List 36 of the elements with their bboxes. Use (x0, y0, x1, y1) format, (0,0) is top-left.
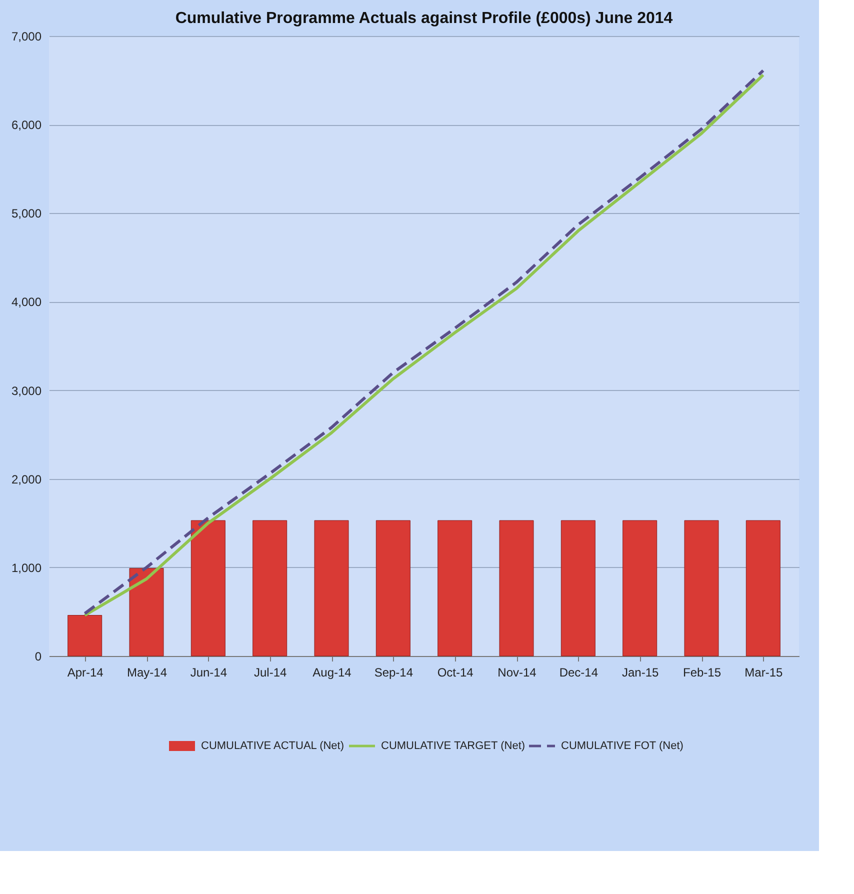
x-tick-label: Oct-14 (437, 666, 474, 680)
bar (129, 568, 164, 656)
bar (314, 520, 349, 656)
bar (438, 520, 472, 656)
y-tick-label: 6,000 (11, 118, 42, 132)
y-tick-label: 0 (34, 650, 42, 664)
bar (684, 520, 719, 656)
x-tick-label: Jun-14 (190, 666, 228, 680)
y-tick-label: 2,000 (11, 472, 42, 486)
x-tick-label: May-14 (126, 666, 168, 680)
x-tick-label: Aug-14 (312, 666, 352, 680)
legend-label: CUMULATIVE ACTUAL (Net) (201, 740, 344, 752)
x-tick-label: Mar-15 (744, 666, 783, 680)
bar (68, 615, 102, 656)
bar (376, 520, 410, 656)
x-tick-label: Jul-14 (254, 666, 287, 680)
x-tick-label: Apr-14 (67, 666, 104, 680)
y-tick-label: 3,000 (11, 384, 42, 398)
x-tick-label: Jan-15 (622, 666, 659, 680)
bar (560, 520, 596, 656)
x-tick-label: Dec-14 (559, 666, 598, 680)
bar (622, 520, 658, 656)
x-tick-label: Nov-14 (498, 666, 537, 680)
y-tick-label: 4,000 (11, 295, 42, 310)
legend-label: CUMULATIVE FOT (Net) (561, 740, 684, 752)
chart-title: Cumulative Programme Actuals against Profile (£000s) June 2014 (175, 10, 673, 27)
bar (746, 520, 780, 656)
bar (190, 520, 226, 656)
y-tick-label: 7,000 (11, 30, 42, 44)
x-tick-label: Sep-14 (374, 666, 414, 680)
y-tick-label: 5,000 (11, 206, 42, 221)
y-tick-label: 1,000 (11, 560, 42, 575)
bar (252, 520, 288, 656)
x-tick-label: Feb-15 (682, 666, 722, 680)
legend-label: CUMULATIVE TARGET (Net) (381, 740, 526, 752)
bar (499, 520, 534, 656)
